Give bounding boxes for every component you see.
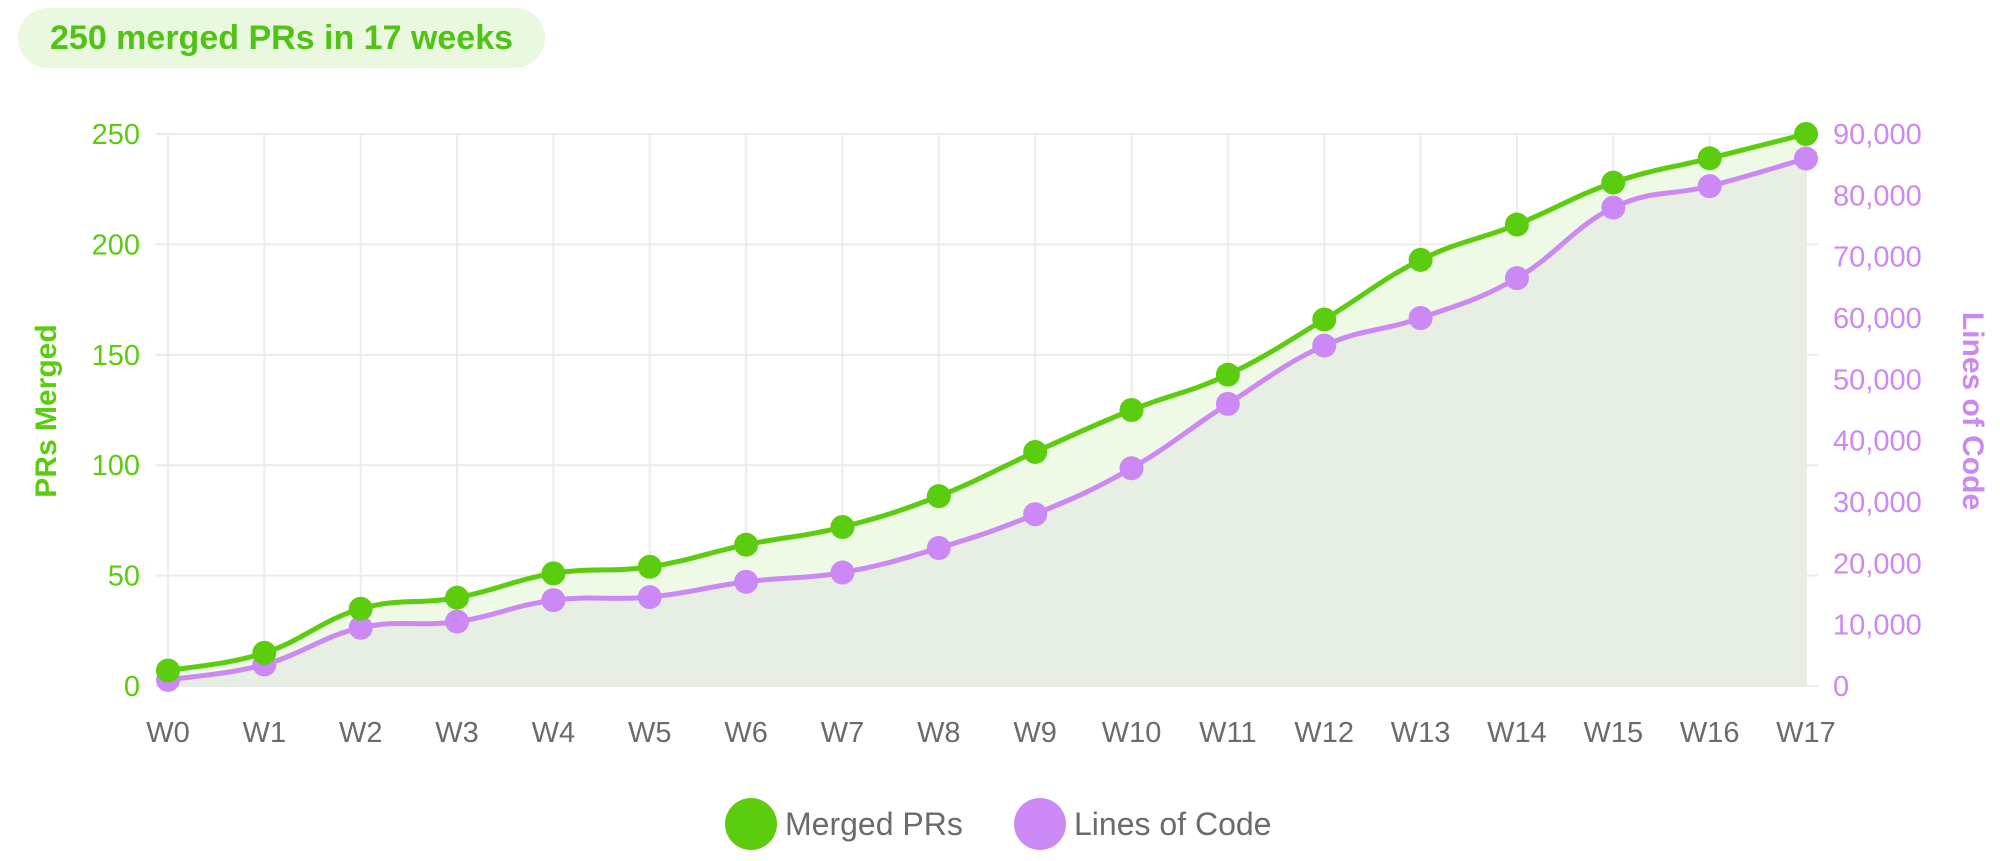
left-axis-ticks: 0 50 100 150 200 250 — [92, 119, 140, 703]
x-tick-label: W4 — [532, 717, 576, 749]
area-lines-of-code — [168, 158, 1806, 687]
point-merged-prs-w2[interactable] — [348, 596, 373, 621]
legend-marker-merged-prs — [725, 798, 777, 850]
right-tick-label: 70,000 — [1833, 242, 1922, 274]
point-lines-of-code-w3[interactable] — [445, 609, 470, 634]
point-lines-of-code-w9[interactable] — [1023, 502, 1048, 527]
left-tick-label: 0 — [124, 671, 140, 703]
right-tick-label: 50,000 — [1833, 364, 1922, 396]
point-lines-of-code-w6[interactable] — [734, 569, 759, 594]
point-lines-of-code-w10[interactable] — [1119, 456, 1144, 481]
legend-item-merged-prs[interactable]: Merged PRs — [725, 798, 963, 850]
legend-item-lines-of-code[interactable]: Lines of Code — [1014, 798, 1271, 850]
series-points — [156, 122, 1818, 692]
legend-label-lines-of-code: Lines of Code — [1074, 806, 1271, 842]
point-merged-prs-w6[interactable] — [734, 532, 759, 557]
x-tick-label: W3 — [435, 717, 479, 749]
x-tick-label: W6 — [724, 717, 768, 749]
x-tick-label: W1 — [243, 717, 287, 749]
point-merged-prs-w16[interactable] — [1697, 146, 1722, 171]
summary-badge-text: 250 merged PRs in 17 weeks — [50, 18, 514, 57]
point-lines-of-code-w13[interactable] — [1408, 306, 1433, 330]
left-axis-title: PRs Merged — [30, 324, 63, 497]
point-lines-of-code-w17[interactable] — [1794, 146, 1818, 171]
point-merged-prs-w8[interactable] — [926, 484, 951, 509]
right-tick-label: 10,000 — [1833, 610, 1922, 642]
point-merged-prs-w13[interactable] — [1408, 247, 1433, 272]
right-tick-label: 30,000 — [1833, 487, 1922, 519]
left-tick-label: 100 — [92, 450, 140, 482]
point-lines-of-code-w2[interactable] — [348, 615, 373, 640]
x-tick-label: W5 — [628, 717, 672, 749]
x-tick-label: W17 — [1776, 717, 1836, 749]
point-merged-prs-w11[interactable] — [1215, 362, 1240, 387]
point-merged-prs-w9[interactable] — [1023, 439, 1048, 464]
right-tick-label: 20,000 — [1833, 548, 1922, 580]
left-tick-label: 150 — [92, 340, 140, 372]
point-merged-prs-w0[interactable] — [156, 658, 180, 683]
left-tick-label: 250 — [92, 119, 140, 151]
point-merged-prs-w17[interactable] — [1794, 122, 1818, 146]
summary-badge: 250 merged PRs in 17 weeks — [18, 8, 546, 68]
x-tick-label: W0 — [146, 717, 190, 749]
point-lines-of-code-w7[interactable] — [830, 560, 855, 585]
point-lines-of-code-w4[interactable] — [541, 588, 566, 613]
point-merged-prs-w14[interactable] — [1504, 212, 1529, 237]
right-tick-label: 60,000 — [1833, 303, 1922, 335]
legend-label-merged-prs: Merged PRs — [785, 806, 963, 842]
point-lines-of-code-w12[interactable] — [1312, 333, 1337, 358]
left-tick-label: 200 — [92, 229, 140, 261]
point-merged-prs-w7[interactable] — [830, 515, 855, 540]
point-lines-of-code-w15[interactable] — [1601, 195, 1626, 220]
point-lines-of-code-w5[interactable] — [637, 585, 662, 610]
right-axis-ticks: 0 10,000 20,000 30,000 40,000 50,000 60,000 70,… — [1833, 119, 1922, 703]
x-tick-label: W7 — [821, 717, 865, 749]
x-tick-label: W14 — [1487, 717, 1547, 749]
point-merged-prs-w15[interactable] — [1601, 170, 1626, 195]
x-tick-label: W10 — [1102, 717, 1162, 749]
point-lines-of-code-w11[interactable] — [1215, 391, 1240, 416]
x-tick-label: W11 — [1199, 717, 1256, 749]
x-tick-label: W2 — [339, 717, 383, 749]
point-merged-prs-w10[interactable] — [1119, 398, 1144, 422]
right-axis-title: Lines of Code — [1956, 312, 1989, 510]
right-tick-label: 90,000 — [1833, 119, 1922, 151]
point-merged-prs-w1[interactable] — [252, 640, 277, 665]
legend: Merged PRs Lines of Code — [725, 798, 1271, 850]
right-tick-label: 80,000 — [1833, 180, 1922, 212]
x-tick-label: W9 — [1013, 717, 1057, 749]
right-tick-label: 0 — [1833, 671, 1849, 703]
x-tick-label: W13 — [1391, 717, 1451, 749]
area-fills — [168, 134, 1806, 687]
point-lines-of-code-w8[interactable] — [926, 536, 951, 560]
x-axis-ticks: W0 W1 W2 W3 W4 W5 W6 W7 W8 W9 W10 W11 W12 W13 W14 W15 W1… — [146, 717, 1836, 749]
point-merged-prs-w4[interactable] — [541, 561, 566, 586]
point-merged-prs-w5[interactable] — [637, 554, 662, 579]
legend-marker-lines-of-code — [1014, 798, 1066, 850]
x-tick-label: W12 — [1294, 717, 1354, 749]
point-merged-prs-w12[interactable] — [1312, 307, 1337, 332]
x-tick-label: W16 — [1680, 717, 1740, 749]
point-lines-of-code-w14[interactable] — [1504, 266, 1529, 291]
right-tick-label: 40,000 — [1833, 426, 1922, 458]
left-tick-label: 50 — [108, 561, 140, 593]
point-lines-of-code-w16[interactable] — [1697, 174, 1722, 199]
x-tick-label: W15 — [1583, 717, 1643, 749]
x-tick-label: W8 — [917, 717, 961, 749]
point-merged-prs-w3[interactable] — [445, 585, 470, 610]
